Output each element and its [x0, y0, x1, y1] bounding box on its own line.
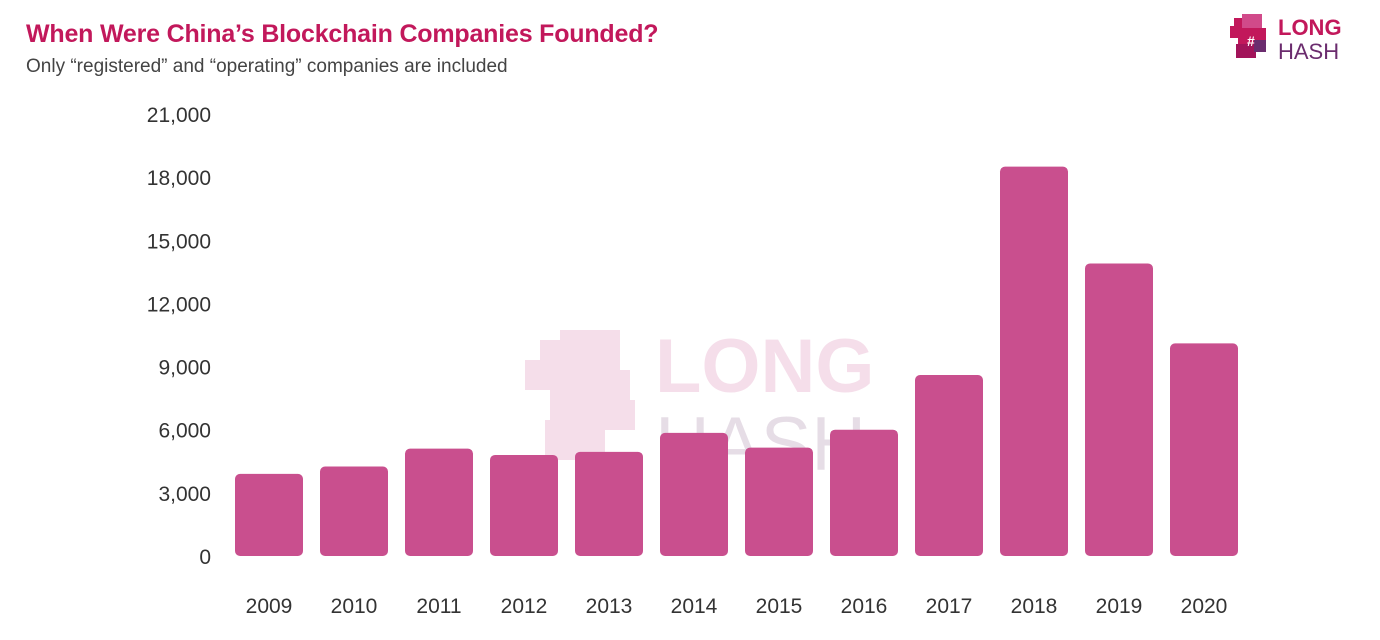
logo-text-long: LONG: [1278, 15, 1342, 40]
bar-2017: [915, 374, 983, 556]
x-tick-label: 2010: [331, 595, 378, 618]
x-tick-label: 2016: [841, 595, 888, 618]
bar-2020: [1170, 343, 1238, 556]
y-tick-label: 3,000: [158, 483, 211, 506]
y-tick-label: 0: [199, 546, 211, 569]
svg-text:#: #: [1247, 33, 1255, 49]
bars-group: [235, 166, 1238, 556]
bar-2016: [830, 429, 898, 556]
bar-2019: [1085, 263, 1153, 556]
bar-2010: [320, 466, 388, 556]
x-tick-label: 2017: [926, 595, 973, 618]
x-tick-label: 2009: [246, 595, 293, 618]
bar-2011: [405, 448, 473, 556]
y-tick-label: 6,000: [158, 420, 211, 443]
x-tick-label: 2019: [1096, 595, 1143, 618]
watermark-text-long: LONG: [655, 324, 875, 409]
x-tick-label: 2015: [756, 595, 803, 618]
x-tick-label: 2018: [1011, 595, 1058, 618]
y-tick-label: 12,000: [147, 293, 211, 316]
y-tick-label: 18,000: [147, 167, 211, 190]
bar-2013: [575, 451, 643, 556]
x-tick-label: 2012: [501, 595, 548, 618]
bar-2014: [660, 432, 728, 556]
x-axis: 2009 2010 2011 2012 2013 2014 2015 2016 2017 2018…: [246, 595, 1228, 618]
y-tick-label: 9,000: [158, 357, 211, 380]
bar-2018: [1000, 166, 1068, 556]
chart-title: When Were China’s Blockchain Companies F…: [26, 20, 659, 48]
bar-2009: [235, 473, 303, 556]
logo-text-hash: HASH: [1278, 39, 1339, 64]
bar-2015: [745, 447, 813, 556]
y-tick-label: 21,000: [147, 104, 211, 127]
x-tick-label: 2013: [586, 595, 633, 618]
chart-subtitle: Only “registered” and “operating” compan…: [26, 56, 508, 77]
logo-mascot-icon: #: [1230, 14, 1266, 58]
watermark-mascot-icon: [525, 330, 635, 460]
longhash-logo: # LONG HASH: [1230, 14, 1342, 64]
y-tick-label: 15,000: [147, 230, 211, 253]
y-axis: 0 3,000 6,000 9,000 12,000 15,000 18,000 21,000: [147, 104, 211, 569]
x-tick-label: 2020: [1181, 595, 1228, 618]
bar-2012: [490, 454, 558, 556]
x-tick-label: 2014: [671, 595, 718, 618]
x-tick-label: 2011: [416, 595, 461, 618]
